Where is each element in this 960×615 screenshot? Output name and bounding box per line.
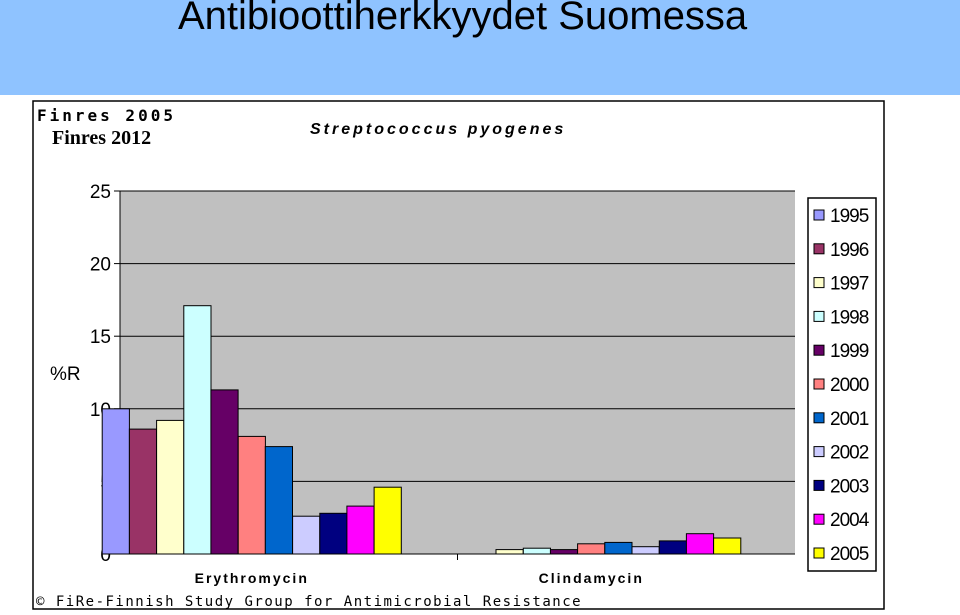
chart-frame: Finres 2005 Finres 2012 Streptococcus py… [30,97,887,613]
legend-label-2005: 2005 [830,544,869,565]
bar-clindamycin-1999 [549,549,579,555]
y-axis-label: %R [50,364,81,385]
bar-clindamycin-2002 [631,546,660,555]
legend-swatch-2005 [813,547,825,559]
legend-label-2004: 2004 [830,510,870,531]
legend-label-1995: 1995 [830,206,869,227]
bar-clindamycin-2001 [604,541,633,555]
legend-swatch-2003 [813,479,825,491]
finres-2005-label: Finres 2005 [37,106,176,125]
footer-copyright: © FiRe-Finnish Study Group for Antimicro… [36,594,582,610]
legend-swatch-2000 [813,378,825,390]
bar-clindamycin-2000 [577,543,606,555]
bar-erythromycin-1999 [210,389,239,555]
page-title: Antibioottiherkkyydet Suomessa [178,0,748,38]
y-tick-label: 25 [90,182,111,203]
bar-erythromycin-1995 [101,408,130,555]
legend-label-1996: 1996 [830,240,869,261]
legend-swatch-2002 [813,446,825,458]
chart-title: Streptococcus pyogenes [310,121,566,138]
legend-label-1997: 1997 [830,274,869,295]
legend-swatch-1996 [813,243,825,255]
title-band [0,0,960,95]
legend-label-2001: 2001 [830,409,869,430]
legend-swatch-2004 [813,513,825,525]
bar-erythromycin-2003 [319,512,348,555]
bar-erythromycin-2005 [373,486,402,555]
bar-erythromycin-1996 [128,428,158,555]
y-tick-label: 20 [90,255,111,276]
plot-layer: 0510152025ErythromycinClindamycin [90,182,795,586]
legend: 1995 1996 1997 1998 1999 2000 2001 2002 2003 2004… [807,197,877,572]
y-tick-label: 0 [100,545,111,566]
bar-erythromycin-2000 [237,435,266,555]
bar-clindamycin-2004 [685,533,715,555]
legend-label-2000: 2000 [830,375,869,396]
bar-erythromycin-2001 [264,446,294,555]
legend-label-2003: 2003 [830,476,869,497]
bar-clindamycin-1997 [495,549,524,555]
x-category-label: Erythromycin [195,570,309,586]
bar-erythromycin-2002 [292,515,321,555]
legend-swatch-1998 [813,310,825,322]
legend-label-1998: 1998 [830,307,869,328]
bar-erythromycin-1997 [156,419,185,555]
chart-svg: Finres 2005 Finres 2012 Streptococcus py… [32,100,885,610]
bar-clindamycin-2005 [713,537,742,555]
bar-clindamycin-2003 [658,540,687,555]
y-tick-label: 15 [90,327,111,348]
legend-swatch-1997 [813,277,825,289]
x-category-label: Clindamycin [539,570,644,586]
legend-label-1999: 1999 [830,341,869,362]
bar-erythromycin-1998 [183,305,212,555]
bar-erythromycin-2004 [346,505,375,555]
legend-label-2002: 2002 [830,443,869,464]
finres-2012-label: Finres 2012 [52,127,151,149]
bar-clindamycin-1998 [522,547,551,555]
legend-swatch-1995 [813,209,825,221]
legend-swatch-2001 [813,412,825,424]
legend-swatch-1999 [813,344,825,356]
